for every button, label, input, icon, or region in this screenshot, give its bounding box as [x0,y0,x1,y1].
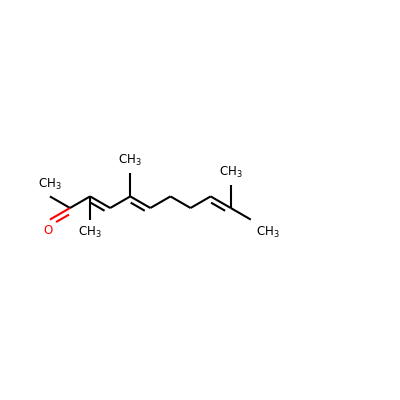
Text: CH$_3$: CH$_3$ [78,224,102,240]
Text: CH$_3$: CH$_3$ [118,153,142,168]
Text: O: O [43,224,52,238]
Text: CH$_3$: CH$_3$ [256,224,279,240]
Text: CH$_3$: CH$_3$ [38,176,62,192]
Text: CH$_3$: CH$_3$ [219,165,242,180]
